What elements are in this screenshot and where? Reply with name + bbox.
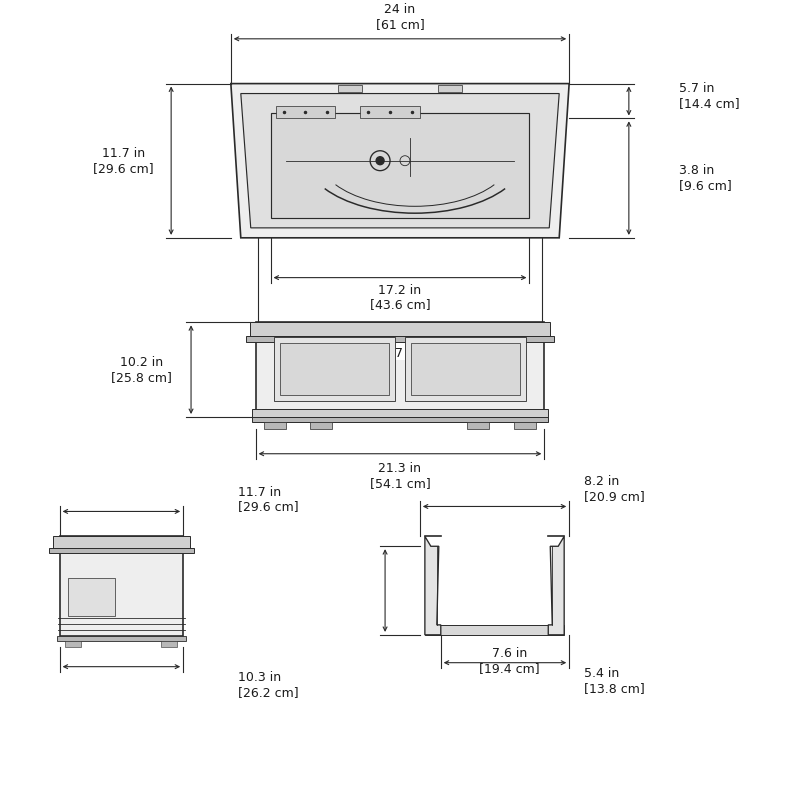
Bar	[250, 322, 550, 336]
Bar	[274, 337, 395, 401]
Bar	[53, 536, 190, 548]
Bar	[466, 422, 489, 429]
Bar	[338, 85, 362, 91]
Bar	[310, 422, 332, 429]
Polygon shape	[548, 536, 564, 635]
Bar	[411, 342, 520, 395]
Bar	[252, 417, 548, 422]
Bar	[514, 422, 536, 429]
Text: 10.2 in
[25.8 cm]: 10.2 in [25.8 cm]	[111, 356, 172, 384]
Bar	[49, 548, 194, 554]
Bar	[252, 409, 548, 417]
Text: 11.7 in
[29.6 cm]: 11.7 in [29.6 cm]	[238, 486, 298, 514]
Text: 8.2 in
[20.9 cm]: 8.2 in [20.9 cm]	[584, 474, 645, 502]
Text: 5.4 in
[13.8 cm]: 5.4 in [13.8 cm]	[584, 666, 645, 694]
Bar	[438, 85, 462, 91]
Circle shape	[376, 157, 384, 165]
Bar	[405, 337, 526, 401]
Polygon shape	[241, 94, 559, 228]
Text: 21.3 in
[54.1 cm]: 21.3 in [54.1 cm]	[370, 462, 430, 490]
Text: 17.2 in
[43.6 cm]: 17.2 in [43.6 cm]	[370, 283, 430, 311]
Bar	[246, 336, 554, 342]
Text: 10.3 in
[26.2 cm]: 10.3 in [26.2 cm]	[238, 670, 298, 698]
Polygon shape	[425, 536, 441, 635]
Text: 3.8 in
[9.6 cm]: 3.8 in [9.6 cm]	[678, 164, 731, 192]
Text: 20 in
[50.7 cm]: 20 in [50.7 cm]	[370, 331, 430, 359]
Bar	[65, 641, 81, 646]
Bar	[161, 641, 177, 646]
Bar	[425, 625, 564, 635]
Bar	[60, 536, 183, 636]
Polygon shape	[270, 114, 530, 218]
Bar	[57, 636, 186, 641]
Bar	[360, 106, 420, 118]
Bar	[264, 422, 286, 429]
Text: 7.6 in
[19.4 cm]: 7.6 in [19.4 cm]	[479, 646, 540, 674]
Bar	[276, 106, 335, 118]
Polygon shape	[231, 83, 569, 238]
Text: 11.7 in
[29.6 cm]: 11.7 in [29.6 cm]	[93, 146, 154, 174]
Text: 5.7 in
[14.4 cm]: 5.7 in [14.4 cm]	[678, 82, 739, 110]
Bar	[68, 578, 114, 616]
Bar	[280, 342, 389, 395]
Text: 24 in
[61 cm]: 24 in [61 cm]	[376, 3, 424, 31]
Bar	[256, 322, 544, 417]
